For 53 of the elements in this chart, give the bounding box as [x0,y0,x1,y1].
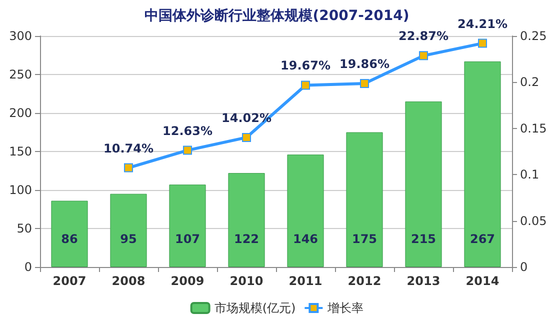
legend-label: 市场规模(亿元) [214,301,296,315]
data-label: 107 [174,232,200,246]
y-tick-label: 250 [9,68,32,82]
point [419,51,428,60]
y-tick-label: 200 [9,106,32,120]
y2-tick-label: 0.05 [520,214,547,228]
y2-tick-label: 0.2 [520,75,540,90]
y2-tick-label: 0.15 [520,121,547,136]
x-tick-label: 2008 [112,274,146,288]
x-tick-label: 2014 [466,274,500,288]
point [301,80,310,90]
y2-tick-label: 0.25 [520,29,547,43]
y-tick-label: 50 [16,222,32,236]
bar [110,194,147,267]
bar [228,173,265,267]
data-label: 22.87% [398,29,448,44]
x-tick-label: 2009 [170,274,204,288]
bar [51,200,88,267]
data-label: 24.21% [458,16,508,31]
point [360,78,369,88]
data-label: 12.63% [162,124,212,138]
x-tick-label: 2010 [230,274,264,288]
y2-tick-label: 0 [520,260,528,274]
x-tick-label: 2011 [288,274,322,288]
point [124,163,133,172]
legend-label: 增长率 [326,301,364,315]
y-tick-label: 0 [24,260,32,274]
y-tick-label: 150 [9,144,32,158]
data-label: 122 [234,232,260,246]
point [478,38,487,48]
y-tick-label: 300 [9,29,32,43]
data-label: 215 [410,232,436,246]
data-label: 19.67% [280,58,330,73]
data-label: 19.86% [340,56,390,71]
chart-title: 中国体外诊断行业整体规模(2007-2014) [144,8,410,24]
data-label: 267 [470,232,496,246]
bar [464,61,501,267]
data-label: 95 [120,232,137,246]
x-tick-label: 2012 [348,274,382,288]
data-label: 10.74% [104,141,154,156]
bar [169,184,206,267]
data-label: 146 [292,232,318,246]
bar [287,154,324,267]
point [183,146,192,155]
y-tick-label: 100 [9,183,32,197]
y2-tick-label: 0.1 [520,168,540,182]
data-label: 86 [61,232,78,246]
point [242,132,251,142]
x-tick-label: 2007 [52,274,86,288]
data-label: 175 [352,232,378,246]
bar [405,101,442,267]
bar [346,132,383,267]
x-tick-label: 2013 [406,274,440,288]
